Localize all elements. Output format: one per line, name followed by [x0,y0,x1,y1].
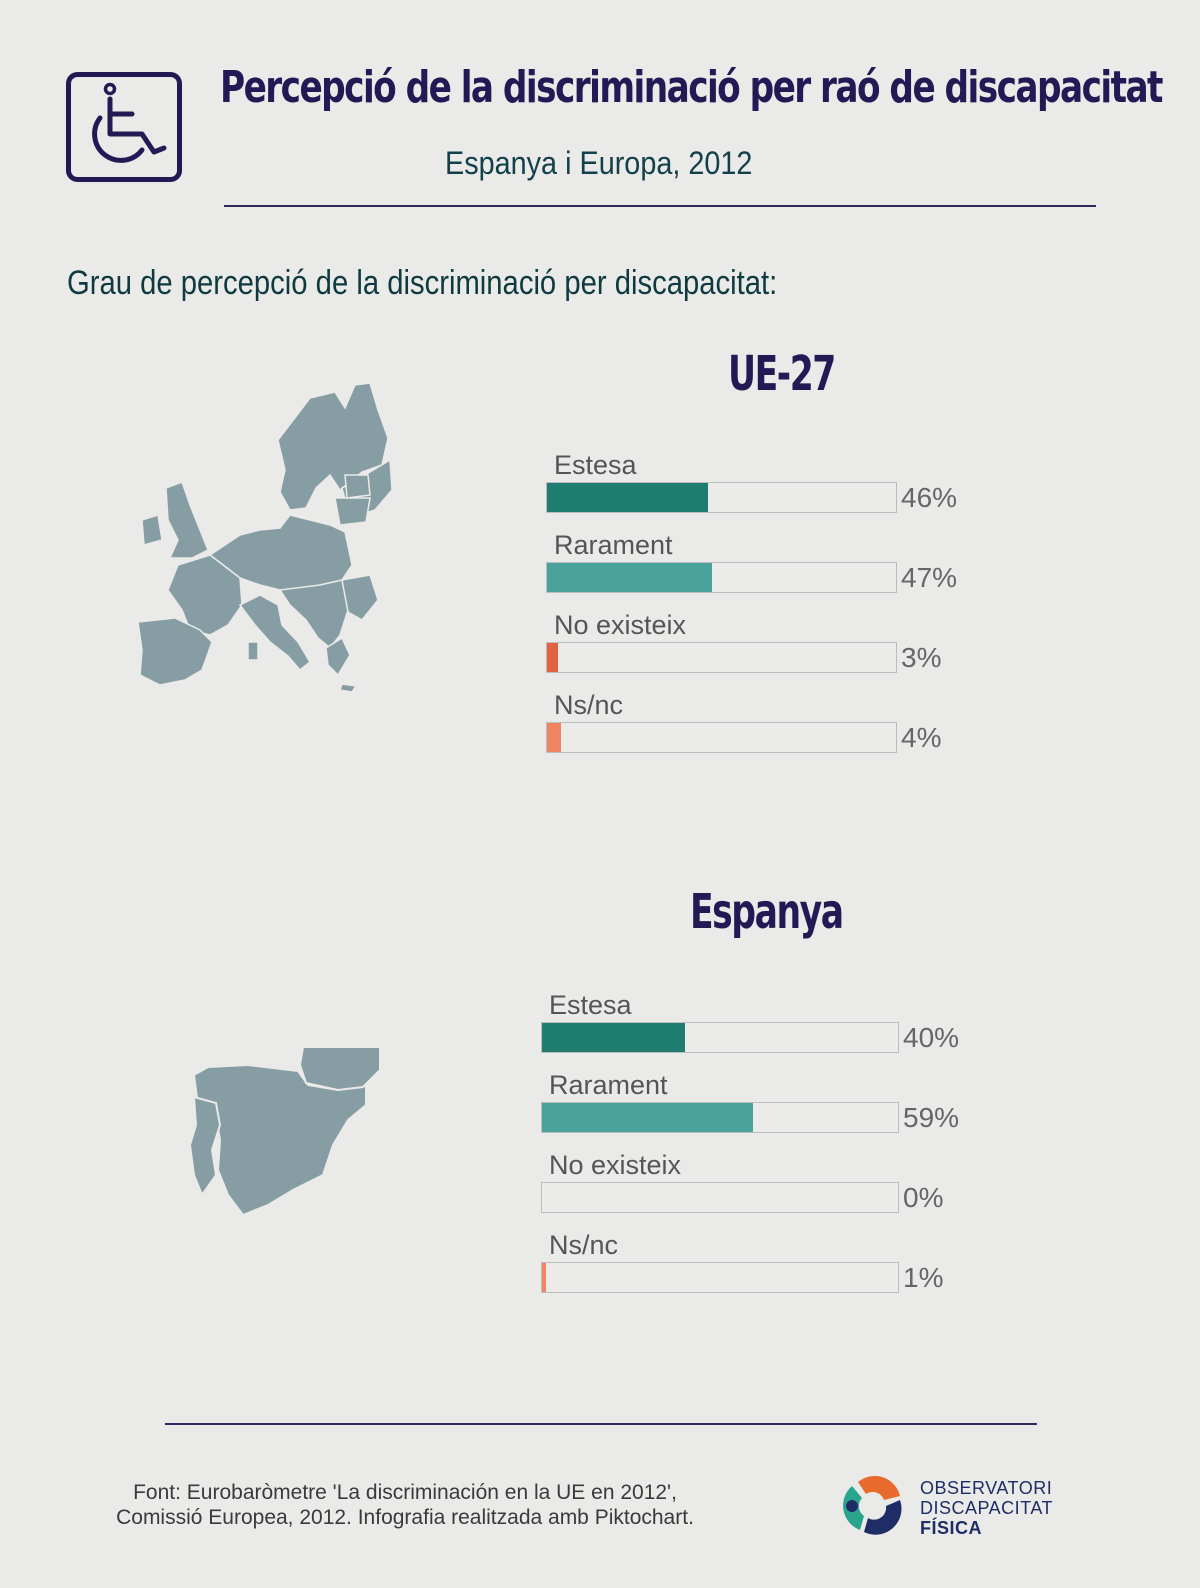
page-title: Percepció de la discriminació per raó de… [220,62,922,113]
wheelchair-icon [66,72,182,182]
observatori-logo: OBSERVATORI DISCAPACITAT FÍSICA [838,1470,1068,1540]
ue27-bar-1 [547,563,712,592]
section-heading: Grau de percepció de la discriminació pe… [67,264,777,303]
espanya-track-0 [541,1022,899,1053]
ue27-value-1: 47% [901,562,957,594]
espanya-label-0: Estesa [549,990,632,1021]
ue27-label-3: Ns/nc [554,690,623,721]
chart-title-espanya: Espanya [690,884,843,940]
logo-line-1: OBSERVATORI [920,1478,1052,1498]
espanya-label-3: Ns/nc [549,1230,618,1261]
espanya-bar-1 [542,1103,753,1132]
ue27-bar-0 [547,483,708,512]
ue27-bar-3 [547,723,561,752]
source-line-2: Comissió Europea, 2012. Infografia reali… [60,1505,750,1530]
espanya-track-1 [541,1102,899,1133]
chart-espanya: Estesa 40% Rarament 59% No existeix 0% Ns/nc 1% [549,990,979,1310]
espanya-bar-0 [542,1023,685,1052]
logo-line-3: FÍSICA [920,1518,982,1538]
ue27-track-3 [546,722,897,753]
ue27-track-0 [546,482,897,513]
footer-divider [165,1423,1037,1425]
spain-map [188,1045,388,1225]
espanya-track-2 [541,1182,899,1213]
espanya-label-2: No existeix [549,1150,681,1181]
chart-title-ue27: UE-27 [728,346,835,402]
ue27-value-2: 3% [901,642,941,674]
espanya-value-3: 1% [903,1262,943,1294]
ue27-track-2 [546,642,897,673]
europe-map [130,380,420,700]
ue27-value-3: 4% [901,722,941,754]
espanya-value-2: 0% [903,1182,943,1214]
ue27-value-0: 46% [901,482,957,514]
page-subtitle: Espanya i Europa, 2012 [445,145,752,182]
source-line-1: Font: Eurobaròmetre 'La discriminación e… [60,1480,750,1505]
ue27-label-2: No existeix [554,610,686,641]
ue27-label-1: Rarament [554,530,673,561]
logo-line-2: DISCAPACITAT [920,1498,1053,1518]
source-note: Font: Eurobaròmetre 'La discriminación e… [60,1480,750,1530]
espanya-bar-3 [542,1263,546,1292]
logo-mark-icon [838,1470,908,1540]
espanya-value-0: 40% [903,1022,959,1054]
ue27-label-0: Estesa [554,450,637,481]
header-divider [224,205,1096,207]
espanya-value-1: 59% [903,1102,959,1134]
chart-ue27: Estesa 46% Rarament 47% No existeix 3% Ns/nc 4% [554,450,984,770]
ue27-track-1 [546,562,897,593]
ue27-bar-2 [547,643,558,672]
espanya-label-1: Rarament [549,1070,668,1101]
espanya-track-3 [541,1262,899,1293]
